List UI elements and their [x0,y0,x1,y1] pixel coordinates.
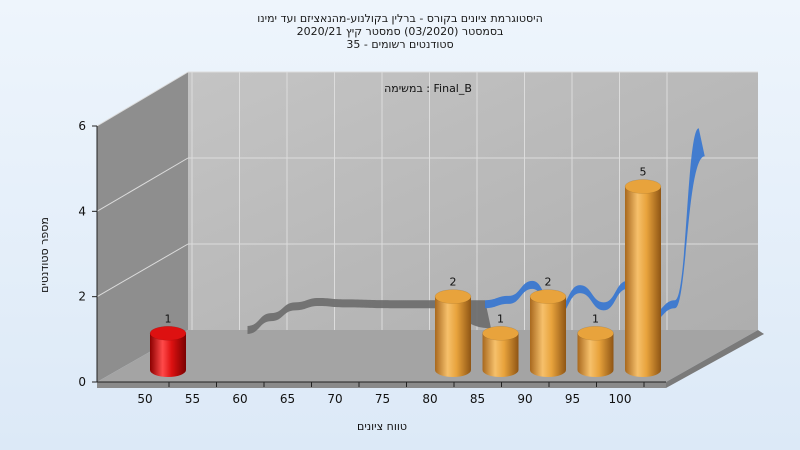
chart-title-line: היסטוגרמת ציונים בקורס - ברלין בקולנוע-מ… [257,12,543,25]
floor-front-edge [97,382,666,388]
bar-body [435,296,471,377]
gridline-side [96,243,189,298]
back-wall [188,72,758,330]
side-wall [97,72,188,382]
bar-top [482,326,519,341]
bar-data-label: 2 [450,276,457,289]
gridline-side [96,71,189,127]
x-tick-label: 95 [565,392,580,406]
bar: 1 [482,312,519,377]
x-tick-label: 80 [422,392,437,406]
y-tick-label: 2 [78,290,86,304]
floor-right-edge [666,330,764,388]
x-tick-label: 70 [327,392,342,406]
bar: 2 [434,276,472,377]
y-tick-label: 0 [78,375,86,389]
bar-body [482,333,519,377]
x-tick-label: 65 [280,392,295,406]
y-axis-title: מספר סטודנטים [38,217,51,293]
distribution-curve [247,128,705,334]
bar-top [434,289,472,304]
bar-data-label: 1 [497,312,504,325]
x-tick-label: 100 [609,392,632,406]
x-tick-label: 50 [137,392,152,406]
bar-data-label: 5 [640,166,647,179]
y-tick-label: 6 [78,119,86,133]
x-tick-label: 75 [375,392,390,406]
x-axis: 50 55 60 65 70 75 80 85 90 95 100 [97,381,666,406]
bar-top [577,326,614,341]
bar-body [577,333,614,377]
x-axis-title: טווח ציונים [357,420,407,433]
curve-segment-rise [485,128,705,322]
bar: 2 [529,276,567,377]
bar-body [150,333,186,377]
bar: 5 [624,166,662,377]
bar: 1 [577,312,614,377]
bar-top [149,326,187,341]
chart-title-block: היסטוגרמת ציונים בקורס - ברלין בקולנוע-מ… [257,12,543,51]
chart-title-line: בסמסטר (03/2020) סמסטר קיץ 2020/21 [297,25,504,38]
x-tick-label: 60 [232,392,247,406]
y-tick-label: 4 [78,204,86,218]
chart-title-line: סטודנטים רשומים - 35 [346,38,453,51]
bar-top [529,289,567,304]
x-tick-label: 90 [517,392,532,406]
bar-data-label: 2 [545,276,552,289]
bar-body [625,186,661,377]
gridlines [96,71,758,330]
bars-group: 1 2 1 2 1 5 [149,166,662,377]
curve-segment-flat [247,298,491,334]
bar: 1 [149,312,187,377]
bar-data-label: 1 [165,312,172,325]
x-tick-label: 85 [470,392,485,406]
x-tick-label: 55 [185,392,200,406]
gridline-side [96,157,189,212]
bar-top [624,179,662,194]
y-axis: 0 2 4 6 [78,119,98,389]
bar-data-label: 1 [592,312,599,325]
bar-body [530,296,566,377]
task-annotation: במשימה : Final_B [384,82,472,95]
